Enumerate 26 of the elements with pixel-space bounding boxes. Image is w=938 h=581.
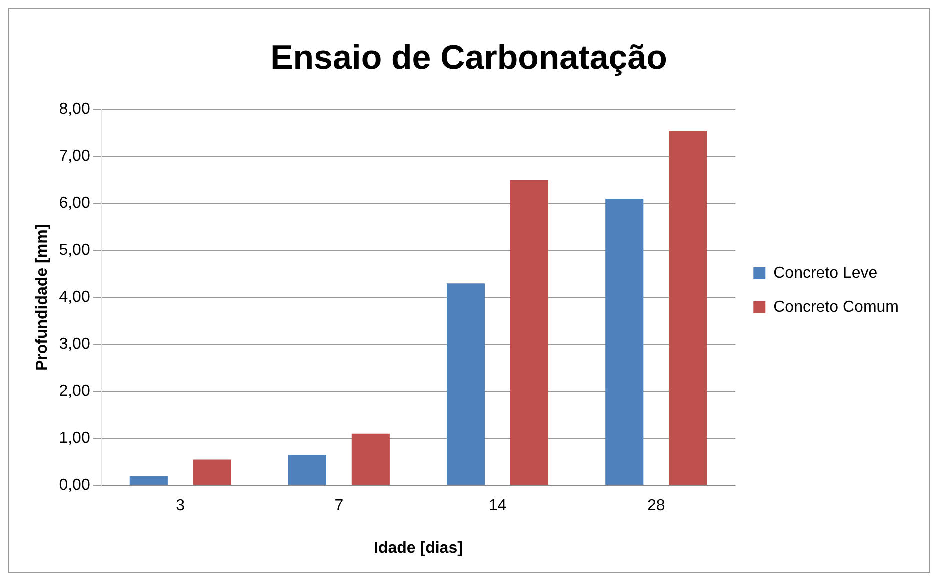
- y-tick-label: 3,00: [59, 336, 90, 354]
- y-axis-title: Profundidade [mm]: [34, 224, 52, 372]
- bar: [352, 434, 390, 486]
- bar: [606, 199, 644, 486]
- chart-title: Ensaio de Carbonatação: [270, 38, 668, 77]
- y-tick-label: 5,00: [59, 242, 90, 260]
- x-tick-label: 14: [488, 498, 507, 515]
- y-tick-label: 0,00: [59, 477, 90, 494]
- y-tick-label: 4,00: [59, 289, 90, 306]
- bar: [669, 130, 708, 486]
- bar: [447, 284, 486, 486]
- y-tick-label: 1,00: [59, 430, 90, 448]
- legend-label: Concreto Comum: [774, 298, 899, 316]
- y-tick-label: 8,00: [59, 101, 90, 118]
- bar: [510, 180, 549, 486]
- x-tick-label: 28: [647, 498, 666, 515]
- bar: [193, 460, 232, 486]
- y-tick-label: 7,00: [59, 148, 90, 166]
- y-tick-label: 6,00: [59, 195, 90, 212]
- bar: [130, 476, 168, 486]
- x-tick-label: 3: [176, 498, 186, 515]
- x-tick-label: 7: [334, 498, 344, 515]
- bar: [288, 455, 327, 486]
- y-tick-label: 2,00: [59, 383, 90, 400]
- x-axis-title: Idade [dias]: [374, 540, 463, 557]
- legend-label: Concreto Leve: [774, 264, 878, 282]
